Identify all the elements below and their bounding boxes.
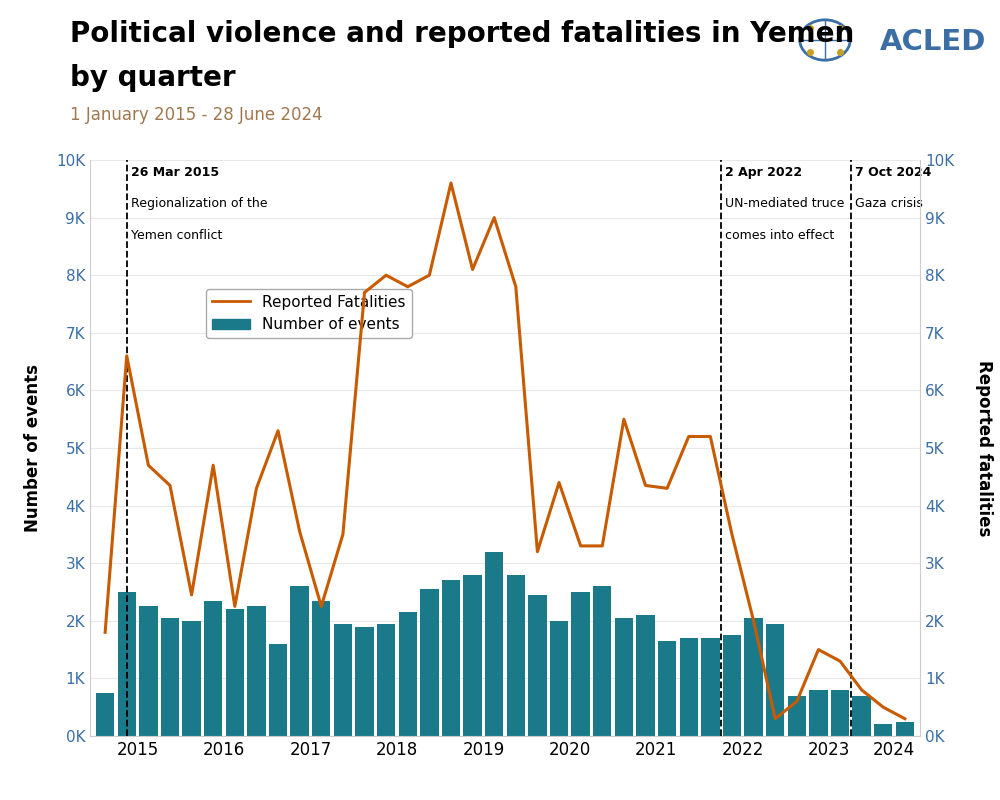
Bar <box>636 615 655 736</box>
Bar <box>874 725 892 736</box>
Bar <box>788 696 806 736</box>
Text: 1 January 2015 - 28 June 2024: 1 January 2015 - 28 June 2024 <box>70 106 323 123</box>
Bar <box>831 690 849 736</box>
Text: comes into effect: comes into effect <box>725 229 835 242</box>
Bar <box>485 552 503 736</box>
Text: UN-mediated truce: UN-mediated truce <box>725 198 845 210</box>
Y-axis label: Reported fatalities: Reported fatalities <box>975 360 993 536</box>
Bar <box>896 722 914 736</box>
Bar <box>463 574 482 736</box>
Bar <box>852 696 871 736</box>
Bar <box>247 606 266 736</box>
Text: 7 Oct 2024: 7 Oct 2024 <box>855 166 932 178</box>
Text: ACLED: ACLED <box>880 28 986 56</box>
Bar <box>96 693 114 736</box>
Bar <box>420 589 439 736</box>
Text: 26 Mar 2015: 26 Mar 2015 <box>131 166 219 178</box>
Bar <box>182 621 201 736</box>
Bar <box>204 601 222 736</box>
Y-axis label: Number of events: Number of events <box>24 364 42 532</box>
Text: Political violence and reported fatalities in Yemen: Political violence and reported fataliti… <box>70 20 854 48</box>
Bar <box>290 586 309 736</box>
Bar <box>355 626 374 736</box>
Text: 2 Apr 2022: 2 Apr 2022 <box>725 166 803 178</box>
Bar <box>226 610 244 736</box>
Bar <box>615 618 633 736</box>
Bar <box>766 624 784 736</box>
Bar <box>334 624 352 736</box>
Bar <box>139 606 158 736</box>
Bar <box>550 621 568 736</box>
Bar <box>377 624 395 736</box>
Bar <box>118 592 136 736</box>
Bar <box>744 618 763 736</box>
Bar <box>701 638 720 736</box>
Bar <box>680 638 698 736</box>
Bar <box>442 581 460 736</box>
Bar <box>399 612 417 736</box>
Legend: Reported Fatalities, Number of events: Reported Fatalities, Number of events <box>206 289 412 338</box>
Text: by quarter: by quarter <box>70 64 236 92</box>
Bar <box>593 586 611 736</box>
Text: Yemen conflict: Yemen conflict <box>131 229 222 242</box>
Text: Regionalization of the: Regionalization of the <box>131 198 268 210</box>
Bar <box>161 618 179 736</box>
Bar <box>507 574 525 736</box>
Bar <box>269 644 287 736</box>
Bar <box>528 595 547 736</box>
Bar <box>658 641 676 736</box>
Text: Gaza crisis: Gaza crisis <box>855 198 923 210</box>
Bar <box>809 690 828 736</box>
Bar <box>723 635 741 736</box>
Bar <box>571 592 590 736</box>
Bar <box>312 601 330 736</box>
